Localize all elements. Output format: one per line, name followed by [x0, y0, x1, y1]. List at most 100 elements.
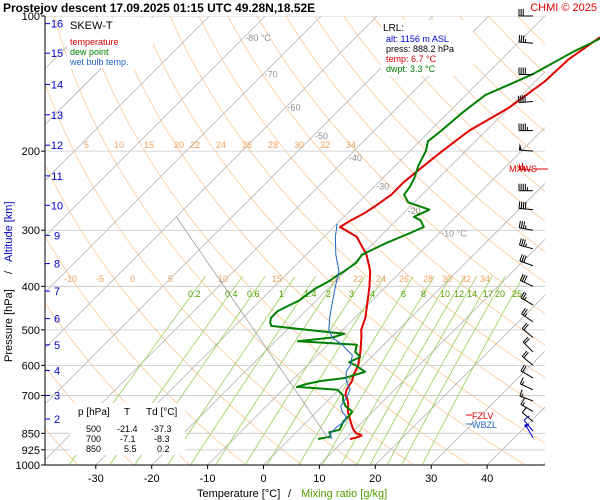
- dry-adiabat-line: [430, 16, 545, 133]
- freezing-level-marker: FZLV: [466, 411, 493, 421]
- axes: 1002003004005006007008509251000234567891…: [16, 11, 545, 485]
- table-cell: 5.5: [124, 444, 137, 454]
- wind-barb: [517, 95, 534, 104]
- table-cell: 700: [86, 434, 101, 444]
- dry-adiabat-line: [45, 366, 135, 465]
- dry-adiabat-line: [198, 16, 545, 378]
- lrl-temp: temp: 6.7 °C: [386, 54, 437, 64]
- barb-feather: [523, 275, 528, 283]
- theta-label: 34: [480, 274, 490, 284]
- mixing-ratio-line: [190, 276, 317, 465]
- x-axis-title: Temperature [°C] / Mixing ratio [g/kg]: [197, 488, 387, 500]
- barb-feather: [521, 238, 524, 246]
- barb-feather: [522, 201, 525, 209]
- barb-staff: [519, 100, 534, 104]
- theta-label: 0: [130, 274, 135, 284]
- altitude-tick-label: 12: [51, 140, 63, 152]
- isotherm-line: [319, 238, 545, 465]
- wind-barb: [520, 364, 534, 379]
- mixing-ratio-label: 2: [326, 289, 331, 299]
- pressure-tick-label: 925: [22, 445, 40, 457]
- table-cell: 0.2: [157, 444, 170, 454]
- altitude-tick-label: 8: [54, 259, 60, 271]
- mixing-ratio-line: [401, 276, 506, 465]
- parcel-line: [176, 216, 329, 440]
- barb-feather: [521, 307, 526, 315]
- wind-barb: [518, 201, 534, 211]
- altitude-tick-label: 4: [54, 366, 60, 378]
- x-axis-title-temperature: Temperature [°C]: [197, 488, 280, 500]
- mixing-ratio-label: 12: [454, 289, 464, 299]
- theta-label: 30: [294, 140, 304, 150]
- profile-series: [176, 36, 600, 440]
- dry-adiabat-line: [314, 16, 545, 253]
- wind-barb: [521, 406, 534, 422]
- barb-staff: [523, 419, 534, 432]
- lrl-press: press: 888.2 hPa: [386, 44, 454, 54]
- barb-feather: [522, 221, 526, 229]
- mixing-ratio-label: 3: [349, 289, 354, 299]
- x-axis-title-mixing-ratio: Mixing ratio [g/kg]: [301, 488, 387, 500]
- barb-feather: [523, 352, 529, 359]
- pressure-tick-label: 500: [22, 325, 40, 337]
- mixing-ratio-label: 17: [483, 289, 493, 299]
- barb-feather: [519, 377, 524, 385]
- isotherm-line: [45, 16, 490, 461]
- levels-table-bg: [70, 403, 185, 455]
- pressure-tick-label: 300: [22, 225, 40, 237]
- barb-feather: [518, 201, 521, 209]
- theta-label: 5: [84, 140, 89, 150]
- theta-label: 28: [268, 140, 278, 150]
- barb-half-feather: [525, 243, 527, 247]
- table-cell: -8.3: [154, 434, 170, 444]
- mixing-ratio-label: 20: [495, 289, 505, 299]
- theta-label: 26: [399, 274, 409, 284]
- altitude-tick-label: 16: [51, 19, 63, 31]
- barb-feather: [521, 350, 528, 357]
- theta-label: 22: [190, 140, 200, 150]
- wind-barb: [518, 183, 533, 192]
- y-axis-title-separator: /: [3, 270, 15, 274]
- mixing-ratio-line: [321, 276, 435, 465]
- wind-barbs: [517, 9, 534, 439]
- barb-staff: [520, 279, 534, 287]
- theta-label: 26: [242, 140, 252, 150]
- wind-barb: [518, 238, 534, 250]
- altitude-tick-label: 15: [51, 48, 63, 60]
- barb-pennant: [519, 142, 522, 151]
- grid-lines: [45, 16, 545, 465]
- isotherm-label: -80 °C: [245, 33, 271, 43]
- barb-half-feather: [524, 225, 527, 229]
- mixing-ratio-line: [369, 276, 478, 465]
- barb-pennant: [519, 162, 522, 170]
- barb-feather: [518, 220, 521, 228]
- isotherm-line: [45, 16, 210, 181]
- table-cell: -7.1: [120, 434, 136, 444]
- mixing-ratio-line: [340, 276, 452, 465]
- theta-label: 15: [272, 274, 282, 284]
- mxws-marker: MXWS: [509, 164, 548, 174]
- wind-barb: [521, 350, 534, 366]
- y-axis-title-altitude: Altitude [km]: [3, 201, 15, 262]
- theta-label: 5: [168, 274, 173, 284]
- theta-label: 24: [216, 140, 226, 150]
- temperature-line: [339, 36, 600, 440]
- barb-feather: [524, 201, 527, 210]
- mixing-ratio-label: 6: [401, 289, 406, 299]
- mixing-ratio-label: 1.4: [304, 289, 317, 299]
- altitude-tick-label: 10: [51, 200, 63, 212]
- theta-label: -5: [96, 274, 104, 284]
- table-header-p: p [hPa]: [78, 407, 110, 418]
- barb-feather: [523, 255, 527, 263]
- barb-feather: [520, 95, 522, 103]
- temperature-tick-label: 20: [369, 473, 381, 485]
- isotherm-label: -10 °C: [441, 228, 467, 238]
- temperature-tick-label: 0: [260, 473, 266, 485]
- barb-feather: [522, 365, 527, 373]
- mixing-ratio-label: 14: [467, 289, 477, 299]
- barb-staff: [525, 425, 534, 439]
- barb-feather: [520, 201, 523, 209]
- pressure-tick-label: 200: [22, 146, 40, 158]
- pressure-tick-label: 400: [22, 281, 40, 293]
